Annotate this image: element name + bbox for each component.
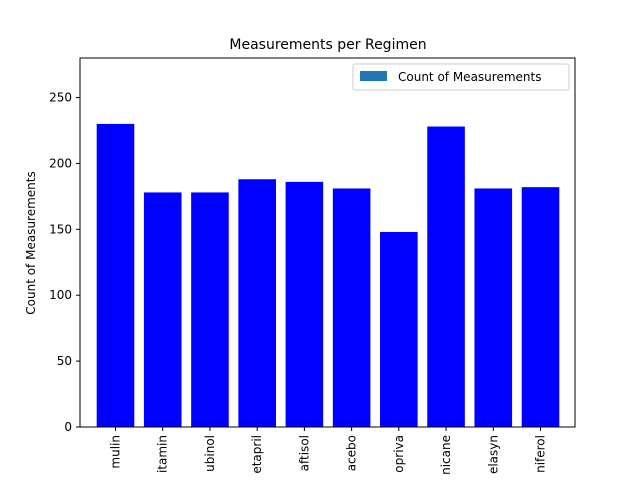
y-tick-label: 50 xyxy=(57,354,72,368)
bar-itamin xyxy=(143,192,182,427)
y-axis-label: Count of Measurements xyxy=(24,171,38,314)
x-tick-label-acebo: acebo xyxy=(345,435,359,471)
y-axis-ticks: 0 50 100 150 200 250 xyxy=(49,91,80,434)
bar-elasyn xyxy=(474,188,513,427)
bar-etapril xyxy=(238,179,276,427)
x-tick-label-itamin: itamin xyxy=(156,435,170,473)
x-tick-label-ubinol: ubinol xyxy=(203,435,217,472)
chart-title: Measurements per Regimen xyxy=(229,37,426,53)
bar-niferol xyxy=(521,187,560,427)
y-tick-label: 0 xyxy=(64,420,72,434)
x-tick-label-opriva: opriva xyxy=(392,435,406,473)
x-tick-label-aftisol: aftisol xyxy=(297,435,311,471)
bar-ubinol xyxy=(191,192,229,427)
x-axis-ticks: mulin itamin ubinol etapril aftisol acebo opri… xyxy=(109,427,548,475)
x-tick-label-elasyn: elasyn xyxy=(486,435,500,474)
bar-acebo xyxy=(332,188,371,427)
x-tick-label-nicane: nicane xyxy=(439,435,453,475)
y-tick-label: 250 xyxy=(49,91,72,105)
bar-opriva xyxy=(380,231,418,427)
bar-nicane xyxy=(427,126,465,428)
x-tick-label-etapril: etapril xyxy=(250,435,264,474)
x-tick-label-mulin: mulin xyxy=(109,435,123,469)
legend-box xyxy=(352,63,570,91)
y-tick-label: 200 xyxy=(49,156,72,170)
bar-mulin xyxy=(96,123,135,428)
legend-swatch xyxy=(360,71,387,81)
legend-label: Count of Measurements xyxy=(398,70,541,84)
legend: Count of Measurements xyxy=(352,63,570,91)
bars-group xyxy=(96,123,560,428)
y-tick-label: 100 xyxy=(49,288,72,302)
y-tick-label: 150 xyxy=(49,222,72,236)
bar-aftisol xyxy=(285,181,324,427)
x-tick-label-niferol: niferol xyxy=(534,435,548,473)
plot-frame xyxy=(79,57,576,428)
